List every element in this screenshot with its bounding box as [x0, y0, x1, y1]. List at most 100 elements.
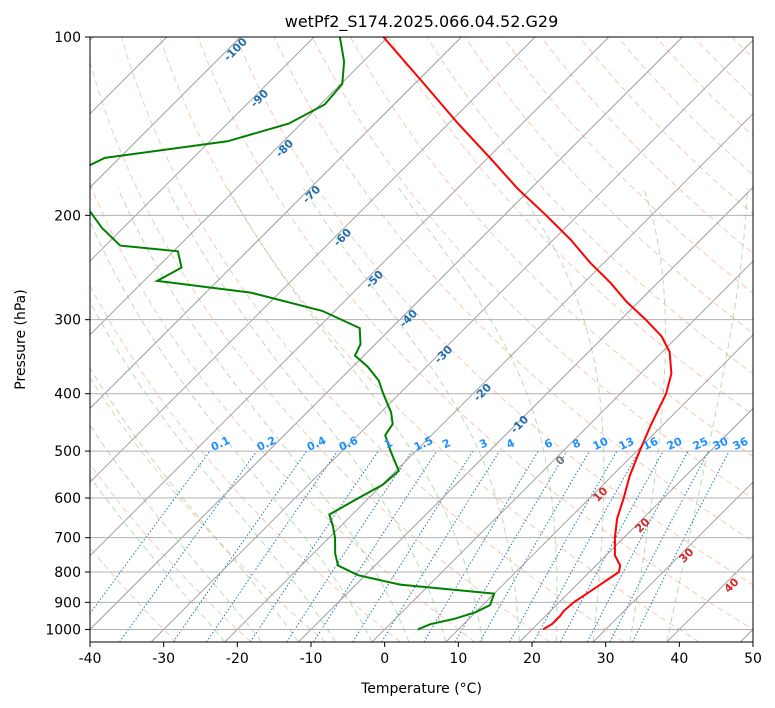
isotherm-label: -10 — [508, 413, 531, 436]
isotherm-label: -50 — [363, 268, 386, 291]
isotherms — [90, 37, 753, 642]
y-tick-label: 600 — [54, 491, 81, 507]
moist-adiabat — [167, 187, 447, 642]
temperature-trace — [382, 37, 673, 631]
y-tick-label: 1000 — [45, 622, 81, 638]
moist-adiabat — [90, 367, 299, 642]
mixing-ratio-line — [586, 450, 689, 642]
mixing-ratio-label: 30 — [711, 435, 731, 453]
dry-adiabat — [90, 183, 476, 642]
isotherm-label: -30 — [432, 343, 455, 366]
mixing-ratio-line — [172, 450, 308, 642]
isotherm — [519, 407, 753, 642]
y-tick-label: 300 — [54, 313, 81, 329]
moist-adiabat — [517, 187, 605, 642]
dry-adiabat — [90, 463, 252, 642]
moist-adiabat — [90, 301, 336, 642]
mixing-ratio-label: 25 — [691, 435, 710, 453]
isotherm-label: -60 — [331, 226, 354, 249]
moist-adiabat — [227, 187, 484, 642]
x-tick-label: 10 — [449, 651, 467, 667]
pressure-grid — [90, 37, 753, 630]
isotherm — [298, 186, 753, 642]
x-tick-label: -40 — [79, 651, 102, 667]
dry-adiabats — [90, 37, 775, 642]
axes: -40 -30 -20 -10 0 10 20 30 40 5010009008007006005… — [45, 30, 762, 667]
chart-title: wetPf2_S174.2025.066.04.52.G29 — [285, 12, 559, 32]
dry-adiabat — [159, 37, 700, 642]
mixing-ratio-label: 3 — [477, 436, 489, 451]
y-axis-title: Pressure (hPa) — [13, 289, 29, 389]
mixing-ratio-label: 4 — [504, 436, 517, 451]
plot-area: -100-90-80-70-60-50-40-30-20-10010203040… — [90, 37, 775, 642]
dry-adiabat — [770, 37, 775, 642]
mixing-ratio-line — [205, 450, 338, 642]
mixing-ratio-label: 36 — [731, 435, 751, 453]
dry-adiabat — [693, 37, 753, 98]
mixing-ratio-line — [313, 450, 438, 642]
mixing-ratio-label: 16 — [641, 435, 661, 453]
plot-frame — [89, 36, 754, 643]
moist-adiabat — [629, 188, 666, 642]
y-tick-label: 500 — [54, 444, 81, 460]
isotherm — [150, 39, 753, 642]
isotherm — [90, 37, 610, 557]
x-tick-label: -30 — [152, 651, 175, 667]
x-axis-title: Temperature (°C) — [360, 681, 482, 697]
x-tick-label: -10 — [300, 651, 323, 667]
mixing-ratio-label: 10 — [591, 435, 611, 453]
dry-adiabat — [273, 37, 753, 543]
dry-adiabat — [90, 284, 401, 642]
isotherm — [90, 37, 315, 262]
isotherm — [445, 334, 753, 642]
moist-adiabat — [90, 476, 226, 642]
x-tick-label: 30 — [597, 651, 615, 667]
isotherm-label: 40 — [722, 575, 742, 595]
isotherm — [90, 37, 462, 410]
isotherm — [740, 628, 753, 642]
isotherm-label: 10 — [591, 484, 611, 504]
mixing-ratio-label: 13 — [617, 435, 636, 453]
moist-adiabat — [90, 220, 373, 642]
mixing-ratio-label: 6 — [542, 436, 555, 451]
x-tick-label: -20 — [226, 651, 249, 667]
mixing-ratio-line — [286, 450, 413, 642]
mixing-ratio-line — [509, 450, 618, 642]
y-tick-label: 200 — [54, 208, 81, 224]
dry-adiabat — [464, 37, 753, 334]
moist-adiabat — [117, 188, 410, 642]
dry-adiabat — [502, 37, 753, 294]
x-tick-label: 50 — [744, 651, 762, 667]
mixing-ratio-label: 1 — [382, 436, 394, 451]
mixing-ratio-line — [454, 450, 568, 642]
mixing-ratio-line — [119, 450, 258, 642]
x-tick-label: 0 — [380, 651, 389, 667]
isotherm-label: 30 — [677, 545, 697, 565]
moist-adiabat — [666, 188, 748, 642]
moist-adiabat — [90, 424, 262, 642]
mixing-ratio-label: 2 — [440, 436, 452, 451]
dry-adiabat — [235, 37, 753, 586]
isotherm-label: -80 — [273, 137, 296, 160]
isotherm — [90, 37, 536, 483]
mixing-ratio-lines — [90, 450, 730, 642]
dry-adiabat — [655, 37, 753, 137]
isotherm-label: -40 — [397, 307, 420, 330]
y-tick-label: 700 — [54, 531, 81, 547]
mixing-ratio-label: 8 — [570, 436, 582, 451]
x-tick-label: 20 — [523, 651, 541, 667]
isotherm-label: -20 — [471, 381, 494, 404]
dry-adiabat — [121, 37, 625, 642]
isotherm-label: -70 — [300, 183, 323, 206]
mixing-ratio-line — [559, 450, 664, 642]
mixing-ratio-line — [632, 450, 730, 642]
x-tick-label: 40 — [670, 651, 688, 667]
mixing-ratio-label: 20 — [665, 435, 685, 453]
mixing-ratio-line — [381, 450, 500, 642]
isotherm-label: 0 — [553, 453, 568, 468]
y-tick-label: 400 — [54, 387, 81, 403]
y-tick-label: 900 — [54, 595, 81, 611]
dry-adiabat — [197, 37, 753, 630]
dry-adiabat — [617, 37, 753, 176]
